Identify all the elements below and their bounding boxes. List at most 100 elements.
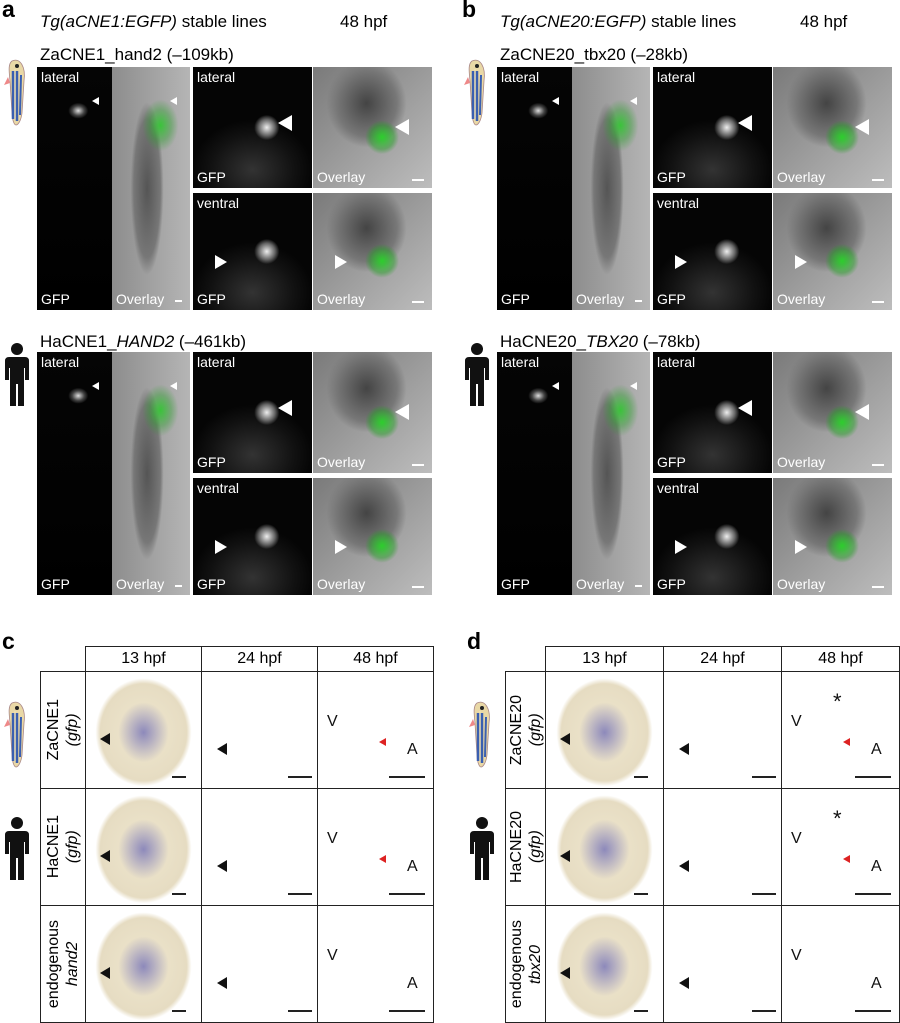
scale-bar — [288, 1010, 312, 1012]
arrowhead — [675, 540, 687, 554]
annotation: V — [327, 830, 338, 847]
scale-bar — [634, 776, 648, 778]
view-label: lateral — [501, 354, 540, 370]
header-construct: Tg(aCNE1:EGFP) — [40, 12, 177, 31]
arrowhead — [795, 255, 807, 269]
header-stage: 48 hpf — [340, 12, 388, 31]
gfp-closeup — [193, 67, 312, 188]
arrowhead — [843, 738, 850, 746]
icon — [4, 816, 30, 887]
ish-image — [545, 905, 664, 1023]
annotation: V — [327, 713, 338, 730]
scale-bar — [389, 893, 425, 895]
panel-header: Tg(aCNE20:EGFP) stable lines — [500, 12, 736, 32]
view-label: lateral — [501, 69, 540, 85]
row-label-line2: (gfp) — [64, 713, 81, 747]
gfp-whole — [497, 352, 572, 595]
scale-bar — [412, 301, 424, 303]
row-label: endogenous hand2 — [44, 920, 82, 1008]
gfp-closeup — [653, 67, 772, 188]
arrowhead — [630, 97, 637, 105]
label-text: ZaCNE20_tbx20 (–28kb) — [500, 45, 689, 64]
channel-label: GFP — [41, 576, 70, 592]
scale-bar — [634, 1010, 648, 1012]
ish-image — [201, 788, 318, 906]
gfp-whole — [37, 352, 112, 595]
arrowhead — [679, 743, 689, 755]
label-gene: HAND2 — [116, 332, 175, 351]
gfp-whole — [497, 67, 572, 310]
scale-bar — [752, 776, 776, 778]
arrowhead — [335, 540, 347, 554]
channel-label: Overlay — [576, 291, 625, 307]
scale-bar — [855, 893, 891, 895]
column-header: 48 hpf — [317, 646, 434, 672]
annotation: V — [791, 947, 802, 964]
row-label-line2: tbx20 — [526, 944, 544, 984]
icon — [4, 342, 30, 413]
overlay-closeup — [313, 352, 432, 473]
row-label-box: HaCNE20 (gfp) — [505, 788, 546, 906]
channel-label: GFP — [501, 576, 530, 592]
overlay-whole — [572, 67, 650, 310]
panel-letter: c — [2, 628, 15, 654]
row-label: HaCNE20 (gfp) — [507, 811, 545, 883]
row-label: HaCNE1_HAND2 (–461kb) — [40, 332, 246, 352]
gfp-closeup — [653, 478, 772, 595]
channel-label: Overlay — [777, 169, 826, 185]
label-distance: (–461kb) — [178, 332, 247, 351]
row-label: ZaCNE1 (gfp) — [44, 699, 82, 760]
view-label: ventral — [657, 480, 700, 496]
annotation: A — [407, 975, 418, 992]
annotation: V — [791, 830, 802, 847]
ish-image — [663, 788, 782, 906]
arrowhead — [855, 404, 869, 420]
arrowhead — [630, 382, 637, 390]
ish-image — [201, 671, 318, 789]
scale-bar — [855, 776, 891, 778]
row-label-line1: ZaCNE1 — [45, 699, 62, 761]
row-label-line2: (gfp) — [526, 713, 544, 747]
ish-image — [85, 671, 202, 789]
overlay-closeup — [773, 193, 892, 310]
column-header: 13 hpf — [85, 646, 202, 672]
gfp-closeup — [193, 352, 312, 473]
header-stage: 48 hpf — [800, 12, 848, 31]
row-label-line1: ZaCNE20 — [507, 694, 525, 766]
channel-label: GFP — [657, 291, 686, 307]
annotation: A — [871, 858, 882, 875]
scale-bar — [175, 585, 182, 587]
column-header: 13 hpf — [545, 646, 664, 672]
overlay-closeup — [773, 478, 892, 595]
row-label-box: ZaCNE1 (gfp) — [40, 671, 86, 789]
row-label-line1: endogenous — [45, 919, 62, 1009]
channel-label: Overlay — [317, 576, 366, 592]
row-label-line2: hand2 — [64, 941, 81, 987]
arrowhead — [100, 850, 110, 862]
label-prefix: HaCNE1_ — [40, 332, 117, 351]
ish-image — [201, 905, 318, 1023]
gfp-closeup — [653, 193, 772, 310]
overlay-whole — [112, 67, 190, 310]
scale-bar — [634, 893, 648, 895]
overlay-whole — [572, 352, 650, 595]
arrowhead — [738, 115, 752, 131]
view-label: ventral — [197, 195, 240, 211]
arrowhead — [738, 400, 752, 416]
row-label-line1: HaCNE1 — [45, 815, 62, 879]
arrowhead — [679, 860, 689, 872]
scale-bar — [389, 1010, 425, 1012]
icon — [469, 699, 495, 774]
channel-label: Overlay — [116, 576, 165, 592]
row-label: endogenous tbx20 — [507, 920, 545, 1008]
arrowhead — [100, 967, 110, 979]
ish-image — [545, 671, 664, 789]
ish-image — [85, 788, 202, 906]
gfp-closeup — [193, 193, 312, 310]
gfp-whole — [37, 67, 112, 310]
ish-image — [663, 671, 782, 789]
scale-bar — [872, 301, 884, 303]
channel-label: GFP — [501, 291, 530, 307]
arrowhead — [217, 860, 227, 872]
